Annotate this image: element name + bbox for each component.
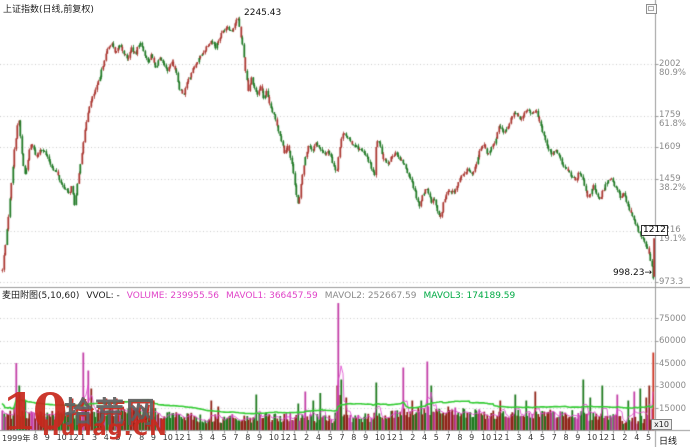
price-level-label: 1216 19.1% — [659, 225, 687, 245]
date-label: 4 — [103, 433, 109, 442]
volume-tick-label: 45000 — [659, 358, 687, 369]
right-arrow-icon: → — [644, 268, 652, 278]
date-label: 7 — [233, 433, 239, 442]
date-label: 7 — [339, 433, 345, 442]
date-label: 4 — [209, 433, 215, 442]
date-label: 2 — [622, 433, 628, 442]
date-label: 5 — [221, 433, 227, 442]
price-level-label: 973.3 — [659, 276, 684, 287]
restore-window-icon[interactable] — [646, 4, 657, 14]
date-axis: 1999年 8 9 10 12 1 3 4 5 7 8 9 10 12 1 3 4 5 7 8 9 10 12 1 2 4 5 7 8 9… — [0, 433, 690, 447]
date-label: 9 — [44, 433, 50, 442]
indicator-field: MAVOL2: 252667.59 — [324, 291, 417, 301]
date-label: 5 — [433, 433, 439, 442]
date-label: 7 — [551, 433, 557, 442]
date-label: 3 — [516, 433, 522, 442]
date-label: 9 — [150, 433, 156, 442]
date-label: 8 — [351, 433, 357, 442]
chart-title: 上证指数(日线,前复权) — [3, 5, 94, 15]
indicator-field: MAVOL1: 366457.59 — [226, 291, 318, 301]
date-label: 9 — [575, 433, 581, 442]
date-label: 4 — [634, 433, 640, 442]
date-label: 8 — [457, 433, 463, 442]
date-label: 3 — [91, 433, 98, 442]
date-label: 5 — [539, 433, 545, 442]
watermark: 10 拾荒网 Hunag.CN — [2, 382, 237, 445]
date-label: 2 — [410, 433, 416, 442]
date-label: 12 — [174, 433, 185, 442]
volume-indicator-header: 麦田附图(5,10,60) VVOL: - VOLUME: 239955.56 MAV… — [2, 288, 529, 301]
date-label: 8 — [33, 433, 39, 442]
volume-tick-label: 15000 — [659, 403, 687, 414]
date-label: 1 — [80, 433, 86, 442]
period-label[interactable]: 日线 — [659, 437, 678, 447]
watermark-domain: Hunag.CN — [42, 416, 168, 440]
watermark-logo-number: 10 — [2, 382, 68, 441]
price-level-label: 1609 — [659, 141, 681, 152]
date-label: 10 — [56, 433, 67, 442]
date-label: 8 — [245, 433, 251, 442]
volume-tick-label: 75000 — [659, 313, 687, 324]
volume-tick-label: 60000 — [659, 336, 687, 347]
date-label: 10 — [162, 433, 173, 442]
indicator-field: VOLUME: 239955.56 — [126, 291, 220, 301]
date-label: 12 — [280, 433, 291, 442]
date-label: 9 — [469, 433, 475, 442]
price-level-label: 1759 61.8% — [659, 110, 687, 130]
date-label: 10 — [480, 433, 492, 442]
date-label: 10 — [587, 433, 598, 442]
indicator-fields: VOLUME: 239955.56 MAVOL1: 366457.59 MAVOL2… — [127, 291, 522, 301]
low-annotation: 998.23→ — [586, 268, 652, 278]
date-label: 10 — [268, 433, 279, 442]
date-label: 10 — [374, 433, 386, 442]
date-label: 12 — [68, 433, 79, 442]
date-label: 1999年 — [2, 434, 31, 443]
date-label: 12 — [598, 433, 610, 442]
price-level-label: 1459 38.2% — [659, 173, 687, 193]
date-label: 1 — [186, 433, 192, 442]
date-label: 1 — [292, 433, 298, 442]
date-label: 3 — [198, 433, 204, 442]
date-label: 8 — [563, 433, 569, 442]
date-label: 7 — [445, 433, 451, 442]
date-label: 1 — [504, 433, 510, 442]
last-price-tag: 1212 — [641, 225, 668, 237]
date-label: 12 — [492, 433, 503, 442]
date-label: 4 — [528, 433, 534, 442]
date-label: 4 — [422, 433, 428, 442]
date-label: 12 — [386, 433, 397, 442]
date-label: 4 — [315, 433, 322, 442]
indicator-aux-label: VVOL: - — [86, 291, 120, 301]
date-label: 8 — [139, 433, 145, 442]
date-label: 7 — [127, 433, 133, 442]
date-label: 5 — [646, 433, 652, 442]
peak-annotation: 2245.43 — [244, 8, 282, 18]
low-annotation-value: 998.23 — [612, 268, 645, 278]
indicator-name: 麦田附图(5,10,60) — [2, 291, 80, 301]
indicator-field: MAVOL3: 174189.59 — [423, 291, 516, 301]
watermark-site-name: 拾荒网 — [64, 395, 158, 429]
date-label: 2 — [304, 433, 310, 442]
date-label: 1 — [398, 433, 404, 442]
date-label: 5 — [115, 433, 121, 442]
date-label: 1 — [610, 433, 616, 442]
date-label: 5 — [327, 433, 333, 442]
volume-tick-label: 30000 — [659, 381, 687, 392]
price-level-label: 2002 80.9% — [659, 58, 687, 78]
date-label: 9 — [256, 433, 263, 442]
volume-multiplier-badge: x10 — [651, 419, 672, 430]
date-label: 9 — [363, 433, 369, 442]
